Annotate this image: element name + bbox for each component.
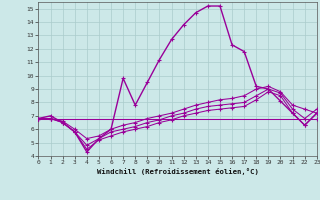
X-axis label: Windchill (Refroidissement éolien,°C): Windchill (Refroidissement éolien,°C): [97, 168, 259, 175]
